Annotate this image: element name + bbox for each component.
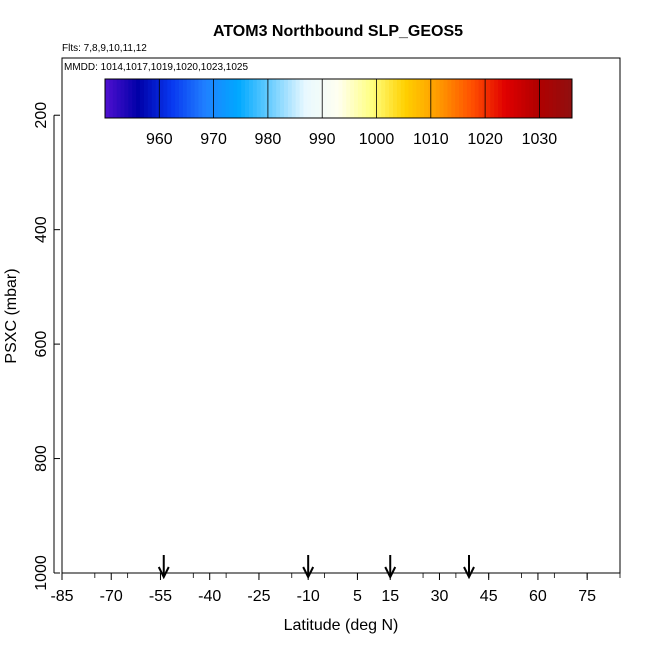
flights-subtitle: Flts: 7,8,9,10,11,12 bbox=[62, 43, 147, 54]
chart-title: ATOM3 Northbound SLP_GEOS5 bbox=[213, 23, 463, 40]
